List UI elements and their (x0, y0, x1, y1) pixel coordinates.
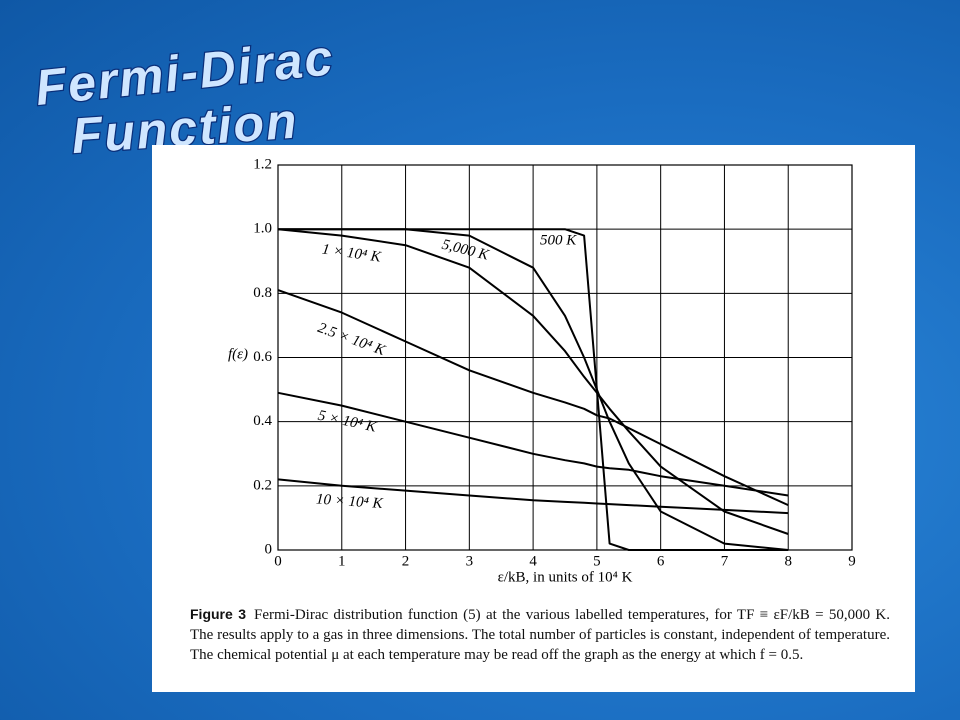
curve-label: 1 × 10⁴ K (321, 242, 383, 266)
y-tick-label: 0.8 (253, 285, 272, 301)
y-axis-label: f(ε) (228, 346, 248, 362)
caption-label: Figure 3 (190, 606, 246, 622)
plot-frame (277, 164, 853, 551)
caption: Figure 3 Fermi-Dirac distribution functio… (190, 604, 890, 665)
y-tick-label: 1.2 (253, 156, 272, 172)
x-tick-label: 8 (784, 553, 792, 569)
y-tick-label: 0.6 (253, 349, 272, 365)
x-tick-label: 2 (402, 553, 410, 569)
x-tick-label: 6 (657, 553, 665, 569)
y-tick-label: 0.2 (253, 477, 272, 493)
y-tick-label: 1.0 (253, 221, 272, 237)
curve-label: 2.5 × 10⁴ K (315, 320, 388, 359)
curve-label: 500 K (540, 232, 577, 248)
x-tick-label: 0 (274, 553, 282, 569)
x-tick-label: 1 (338, 553, 346, 569)
x-tick-label: 9 (848, 553, 856, 569)
x-tick-label: 3 (466, 553, 474, 569)
series-line (277, 478, 789, 515)
series-line (278, 228, 789, 551)
x-tick-label: 7 (721, 553, 729, 569)
series-line (277, 391, 789, 497)
x-tick-label: 5 (593, 553, 601, 569)
curve-label: 10 × 10⁴ K (315, 491, 384, 512)
y-tick-label: 0 (265, 541, 273, 557)
series-line (277, 289, 789, 507)
x-axis-label: ε/kB, in units of 10⁴ K (498, 569, 633, 585)
x-tick-label: 4 (529, 553, 537, 569)
y-tick-label: 0.4 (253, 413, 272, 429)
series-line (277, 228, 789, 535)
caption-text: Fermi-Dirac distribution function (5) at… (190, 607, 890, 663)
